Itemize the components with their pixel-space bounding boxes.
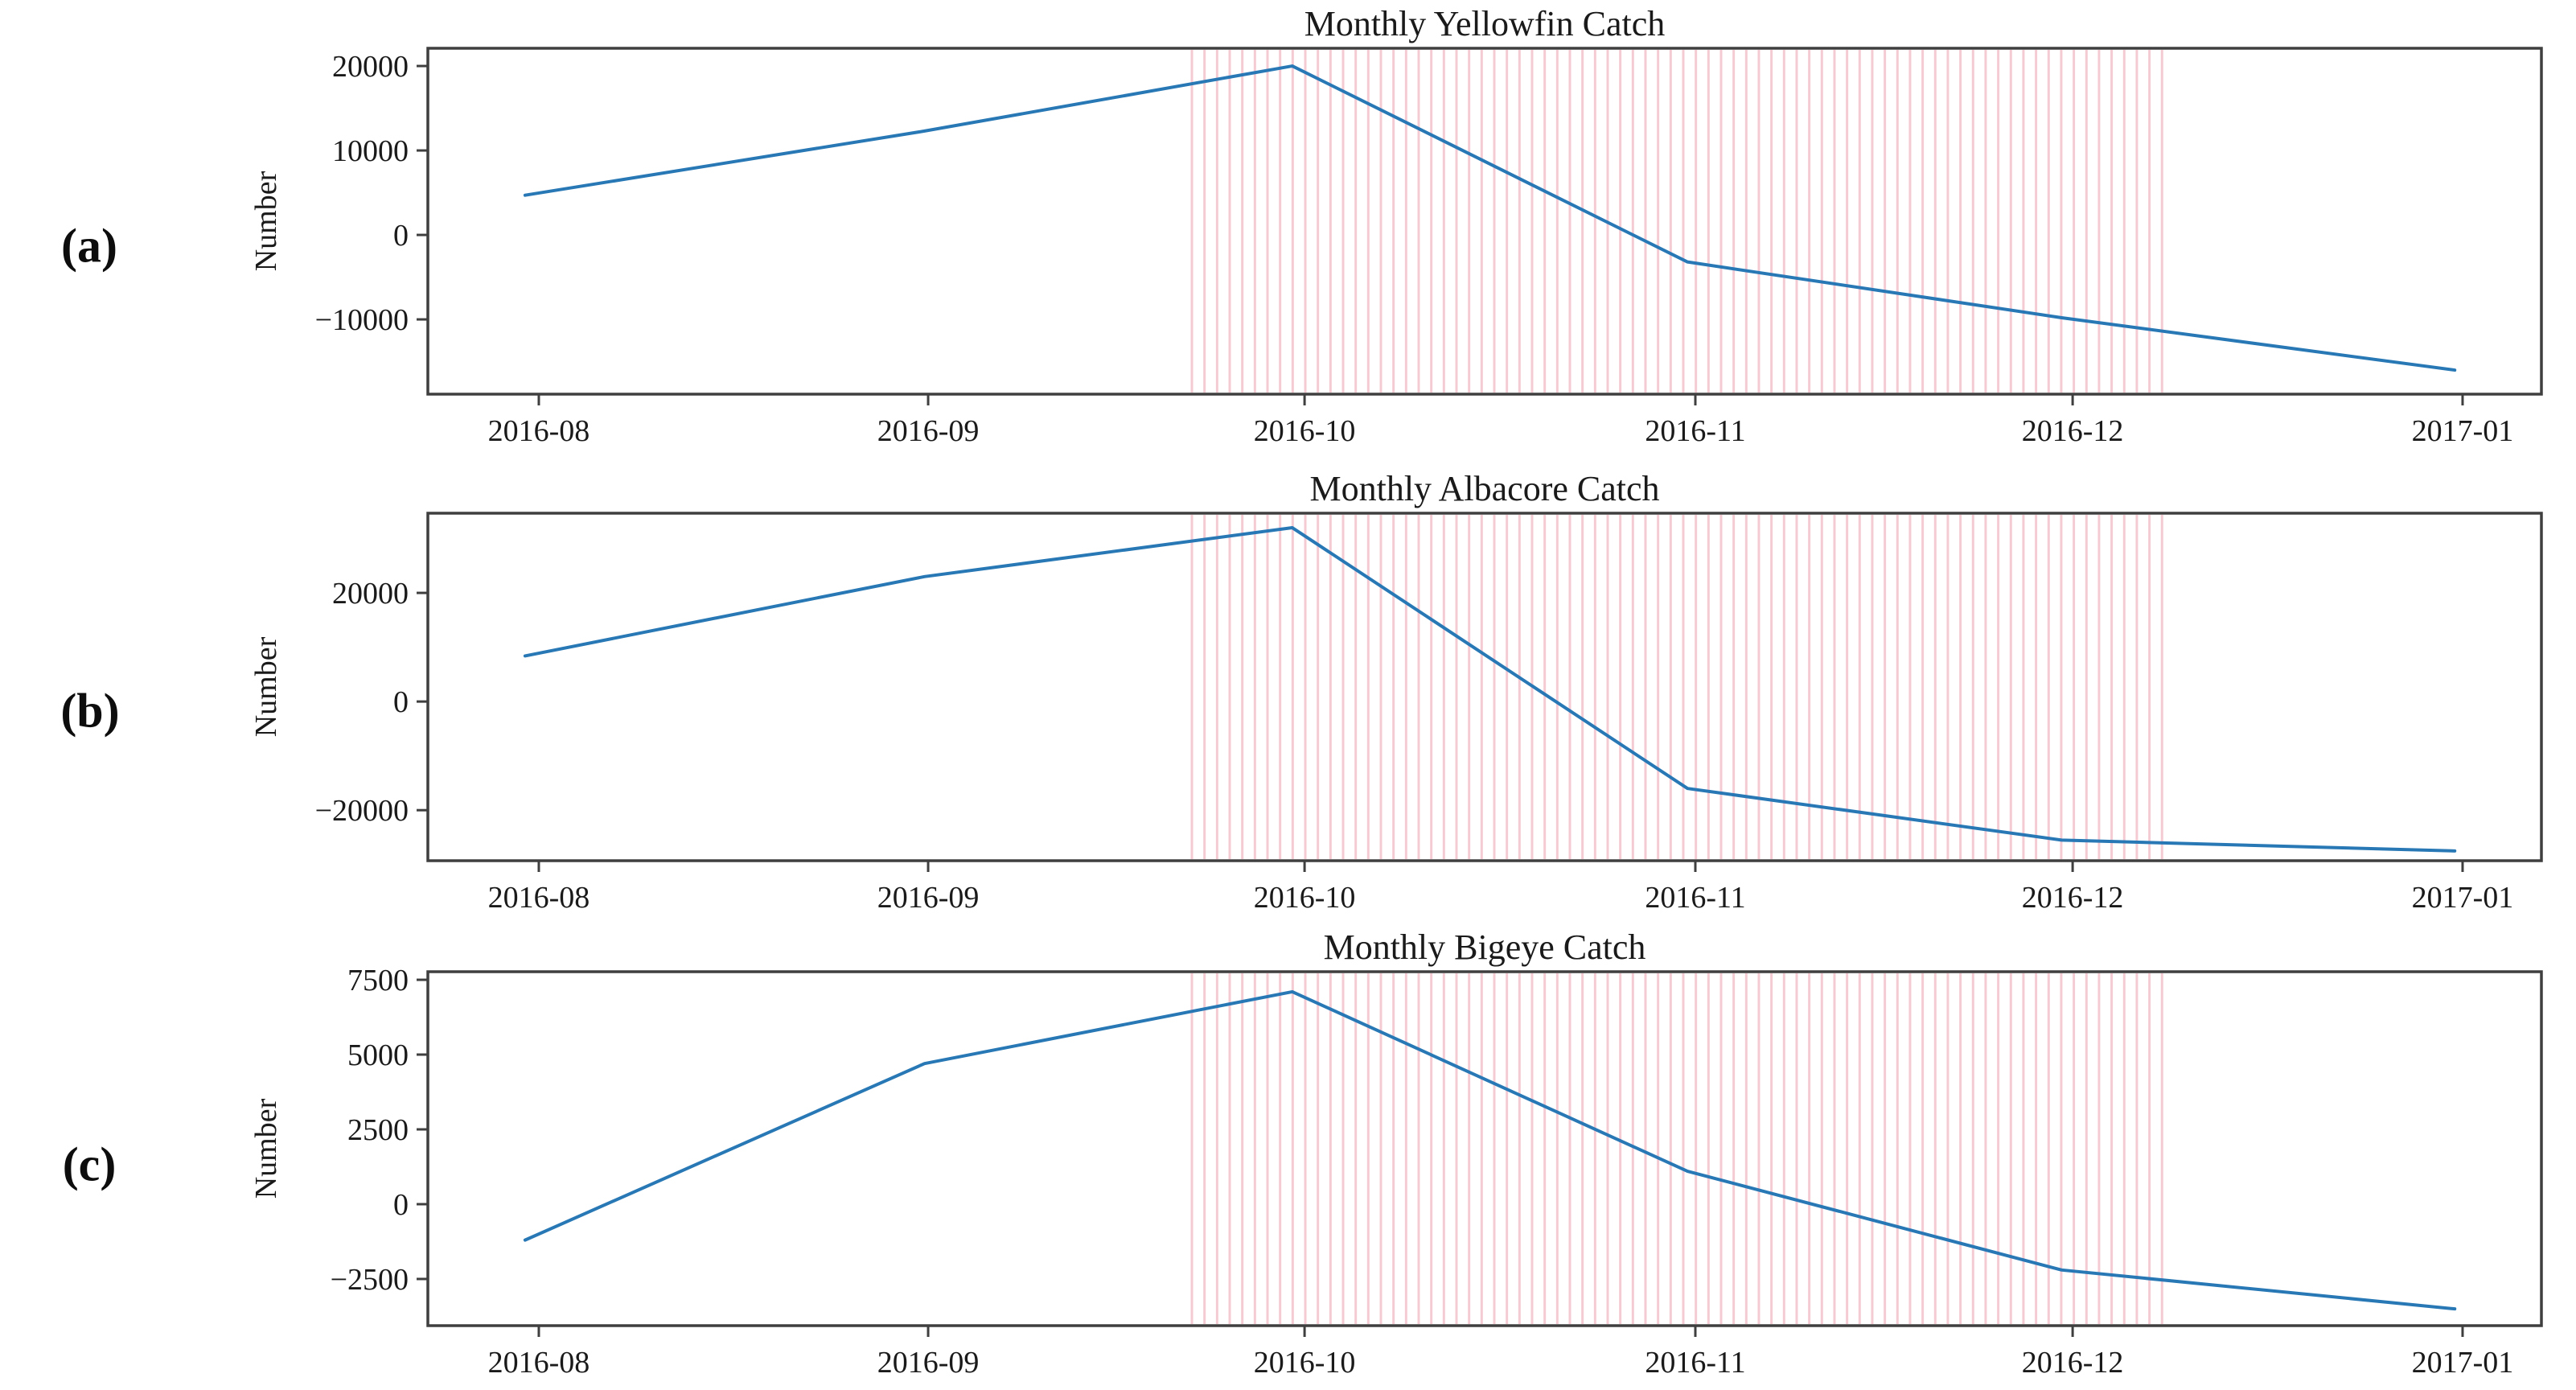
x-tick-label: 2016-12 (2022, 414, 2124, 448)
y-tick-label: 10000 (332, 134, 409, 168)
y-tick-label: 0 (393, 219, 409, 253)
y-tick-label: 5000 (347, 1038, 409, 1072)
x-tick-label: 2016-10 (1254, 1346, 1356, 1380)
x-tick-label: 2016-10 (1254, 414, 1356, 448)
x-tick-label: 2016-09 (877, 414, 980, 448)
panel-label-b: (b) (60, 684, 120, 738)
shaded-band (1190, 515, 2163, 859)
y-tick-label: 20000 (332, 577, 409, 611)
x-tick-label: 2016-08 (488, 1346, 590, 1380)
y-tick-label: 7500 (347, 964, 409, 997)
x-tick-label: 2016-12 (2022, 1346, 2124, 1380)
plot-border (426, 512, 2543, 862)
x-tick-label: 2016-11 (1645, 1346, 1745, 1380)
chart-title: Monthly Bigeye Catch (1324, 927, 1646, 967)
chart-title: Monthly Albacore Catch (1309, 469, 1659, 508)
x-tick-label: 2017-01 (2412, 414, 2514, 448)
y-tick-label: −20000 (315, 794, 409, 828)
plot-border (426, 47, 2543, 396)
chart-title: Monthly Yellowfin Catch (1304, 4, 1666, 43)
data-line (523, 989, 2457, 1311)
y-tick-label: −2500 (331, 1263, 409, 1297)
chart-panel-a: 20000 10000 0 −10000 2016-08 2016-09 2016-10 20… (249, 4, 2543, 448)
y-axis-label: Number (249, 171, 283, 271)
x-tick-label: 2017-01 (2412, 1346, 2514, 1380)
x-tick-label: 2016-08 (488, 881, 590, 915)
data-line (523, 64, 2457, 372)
panel-label-a: (a) (61, 219, 117, 273)
plot-border (426, 970, 2543, 1327)
y-tick-label: 20000 (332, 50, 409, 84)
panel-label-c: (c) (62, 1137, 117, 1191)
data-line (523, 526, 2457, 853)
y-tick-label: 0 (393, 685, 409, 719)
y-tick-label: −10000 (315, 303, 409, 337)
y-tick-label: 0 (393, 1188, 409, 1222)
chart-panel-b: 20000 0 −20000 2016-08 2016-09 2016-10 2016-11… (249, 469, 2543, 915)
y-axis-label: Number (249, 636, 283, 737)
y-tick-label: 2500 (347, 1113, 409, 1147)
x-tick-label: 2017-01 (2412, 881, 2514, 915)
x-tick-label: 2016-10 (1254, 881, 1356, 915)
shaded-band (1190, 973, 2163, 1324)
y-axis-label: Number (249, 1098, 283, 1199)
x-tick-label: 2016-09 (877, 1346, 980, 1380)
x-tick-label: 2016-09 (877, 881, 980, 915)
x-tick-label: 2016-12 (2022, 881, 2124, 915)
chart-panel-c: 7500 5000 2500 0 −2500 2016-08 2016-09 2016-10 2… (249, 927, 2543, 1380)
x-tick-label: 2016-11 (1645, 881, 1745, 915)
shaded-band (1190, 50, 2163, 393)
x-tick-label: 2016-08 (488, 414, 590, 448)
x-tick-label: 2016-11 (1645, 414, 1745, 448)
